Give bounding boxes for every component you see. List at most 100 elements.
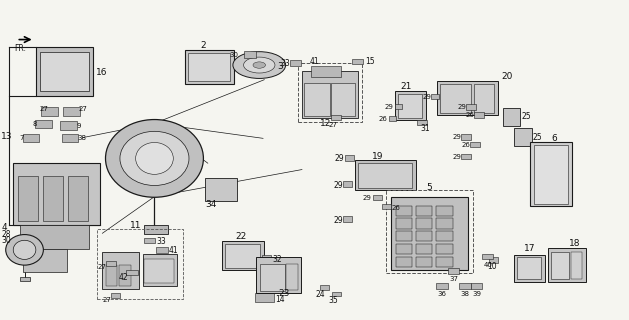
Text: 42: 42 <box>119 273 128 282</box>
Text: 26: 26 <box>461 142 470 148</box>
Bar <box>343 216 352 222</box>
Bar <box>551 252 569 279</box>
Bar <box>23 249 67 271</box>
Text: 33: 33 <box>157 237 166 246</box>
Text: 36: 36 <box>437 291 447 297</box>
Text: 19: 19 <box>372 152 383 161</box>
Bar <box>530 142 572 206</box>
Text: 29: 29 <box>453 154 462 160</box>
Ellipse shape <box>136 142 173 174</box>
Text: 26: 26 <box>379 116 387 122</box>
Bar <box>126 270 138 275</box>
Bar <box>396 244 413 254</box>
Bar <box>431 94 439 99</box>
Text: 29: 29 <box>457 104 467 110</box>
Text: 20: 20 <box>501 72 513 81</box>
Bar <box>398 94 422 118</box>
Text: 17: 17 <box>524 244 536 253</box>
Text: 27: 27 <box>103 297 111 303</box>
Bar <box>359 163 412 188</box>
Bar <box>386 190 472 273</box>
Bar <box>461 134 471 140</box>
Text: 39: 39 <box>472 291 481 297</box>
Bar <box>395 92 426 120</box>
Text: 41: 41 <box>169 246 179 255</box>
Text: 29: 29 <box>333 181 343 190</box>
Text: 25: 25 <box>521 112 532 121</box>
Circle shape <box>253 62 265 68</box>
Text: 14: 14 <box>276 295 285 304</box>
Bar <box>62 133 78 142</box>
Text: FR.: FR. <box>14 44 26 53</box>
Bar <box>437 81 498 116</box>
Bar <box>64 108 80 116</box>
Ellipse shape <box>6 235 43 265</box>
Text: 41: 41 <box>309 57 319 66</box>
Text: 24: 24 <box>316 290 325 299</box>
Bar <box>382 204 391 209</box>
Text: 29: 29 <box>363 195 372 201</box>
Bar <box>416 231 433 241</box>
Bar <box>205 179 237 201</box>
Bar <box>103 252 139 289</box>
Bar <box>68 176 88 220</box>
Bar <box>514 128 532 146</box>
Bar <box>395 104 403 109</box>
Text: 40: 40 <box>483 261 492 268</box>
Text: 9: 9 <box>76 123 81 129</box>
Bar <box>343 181 352 187</box>
Text: 10: 10 <box>487 262 497 271</box>
Bar <box>244 51 255 58</box>
Bar <box>396 218 413 228</box>
Bar <box>345 155 354 161</box>
Bar <box>459 283 470 289</box>
Bar <box>157 247 168 253</box>
Text: 4: 4 <box>1 223 7 232</box>
Bar <box>396 257 413 267</box>
Bar <box>36 47 93 96</box>
Bar <box>144 259 174 283</box>
Bar <box>19 225 89 249</box>
Text: 26: 26 <box>391 205 400 212</box>
Bar <box>391 197 467 270</box>
Circle shape <box>233 52 286 78</box>
Bar <box>418 120 427 125</box>
Bar <box>416 244 433 254</box>
Text: 27: 27 <box>328 122 337 128</box>
Text: 29: 29 <box>423 94 431 100</box>
Text: 25: 25 <box>533 132 543 141</box>
Bar <box>262 255 271 261</box>
Bar <box>302 71 359 118</box>
Bar <box>416 257 433 267</box>
Text: 2: 2 <box>200 41 206 50</box>
Bar <box>290 60 301 66</box>
Bar <box>304 83 330 116</box>
Text: 30: 30 <box>1 236 11 245</box>
Bar <box>106 261 116 266</box>
Text: 37: 37 <box>449 276 459 282</box>
Text: 29: 29 <box>333 216 343 225</box>
Text: 26: 26 <box>465 112 474 118</box>
Text: 15: 15 <box>365 57 374 66</box>
Text: 38: 38 <box>77 135 86 141</box>
Bar <box>35 120 52 128</box>
Text: 27: 27 <box>40 106 48 112</box>
Text: 32: 32 <box>272 255 282 264</box>
Bar <box>440 84 471 113</box>
Bar <box>255 293 274 302</box>
Bar <box>187 53 230 81</box>
Text: 3: 3 <box>277 61 282 70</box>
Ellipse shape <box>13 240 36 260</box>
Text: 29: 29 <box>335 154 344 163</box>
Bar <box>461 154 471 159</box>
Bar <box>40 52 89 92</box>
Text: 31: 31 <box>420 124 430 132</box>
Bar <box>60 122 77 130</box>
Text: 12: 12 <box>320 119 331 129</box>
Bar <box>474 84 494 113</box>
Bar <box>482 254 493 260</box>
Bar <box>144 238 155 244</box>
Text: 5: 5 <box>426 183 432 192</box>
Bar <box>184 50 233 84</box>
Text: 18: 18 <box>569 239 581 248</box>
